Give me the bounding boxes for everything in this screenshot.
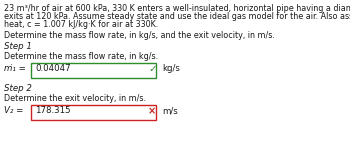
Text: 23 m³/hr of air at 600 kPa, 330 K enters a well-insulated, horizontal pipe havin: 23 m³/hr of air at 600 kPa, 330 K enters… <box>4 4 350 13</box>
Text: ✓: ✓ <box>148 64 157 74</box>
Text: 0.04047: 0.04047 <box>35 64 71 73</box>
Text: Step 2: Step 2 <box>4 84 32 93</box>
Text: Determine the exit velocity, in m/s.: Determine the exit velocity, in m/s. <box>4 94 146 103</box>
Text: ṁ₁ =: ṁ₁ = <box>4 64 26 73</box>
Text: m/s: m/s <box>162 106 178 115</box>
Text: V₂ =: V₂ = <box>4 106 23 115</box>
Text: exits at 120 kPa. Assume steady state and use the ideal gas model for the air. A: exits at 120 kPa. Assume steady state an… <box>4 12 350 21</box>
Text: ×: × <box>148 106 156 116</box>
Text: Determine the mass flow rate, in kg/s, and the exit velocity, in m/s.: Determine the mass flow rate, in kg/s, a… <box>4 31 275 40</box>
Text: heat, c = 1.007 kJ/kg·K for air at 330K.: heat, c = 1.007 kJ/kg·K for air at 330K. <box>4 20 158 29</box>
FancyBboxPatch shape <box>31 63 156 78</box>
Text: Step 1: Step 1 <box>4 42 32 51</box>
Text: kg/s: kg/s <box>162 64 180 73</box>
Text: 178.315: 178.315 <box>35 106 71 115</box>
FancyBboxPatch shape <box>31 105 156 120</box>
Text: Determine the mass flow rate, in kg/s.: Determine the mass flow rate, in kg/s. <box>4 52 158 61</box>
